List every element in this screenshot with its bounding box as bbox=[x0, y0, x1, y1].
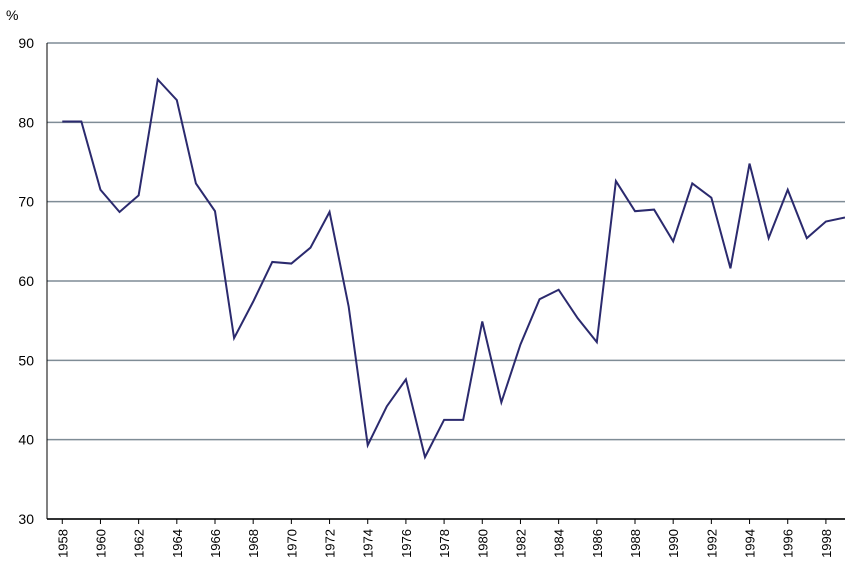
x-tick-label: 1982 bbox=[513, 529, 528, 558]
x-tick-label: 1976 bbox=[399, 529, 414, 558]
x-tick-label: 1998 bbox=[819, 529, 834, 558]
x-tick-label: 1980 bbox=[475, 529, 490, 558]
y-axis-label: % bbox=[6, 7, 18, 23]
x-tick-label: 1988 bbox=[628, 529, 643, 558]
x-tick-label: 1970 bbox=[284, 529, 299, 558]
y-tick-label: 60 bbox=[18, 273, 34, 289]
x-tick-label: 1978 bbox=[437, 529, 452, 558]
x-tick-label: 1972 bbox=[323, 529, 338, 558]
x-tick-label: 1964 bbox=[170, 529, 185, 558]
y-tick-label: 30 bbox=[18, 511, 34, 527]
y-tick-label: 90 bbox=[18, 35, 34, 51]
data-line bbox=[62, 77, 845, 460]
x-tick-label: 1958 bbox=[55, 529, 70, 558]
x-tick-label: 1968 bbox=[246, 529, 261, 558]
y-tick-label: 80 bbox=[18, 114, 34, 130]
x-tick-label: 1974 bbox=[361, 529, 376, 558]
y-tick-label: 50 bbox=[18, 352, 34, 368]
y-tick-label: 40 bbox=[18, 432, 34, 448]
x-tick-label: 1960 bbox=[93, 529, 108, 558]
x-tick-label: 1996 bbox=[781, 529, 796, 558]
x-tick-label: 1966 bbox=[208, 529, 223, 558]
x-tick-label: 1990 bbox=[666, 529, 681, 558]
y-tick-label: 70 bbox=[18, 194, 34, 210]
x-tick-label: 1962 bbox=[132, 529, 147, 558]
x-tick-label: 1992 bbox=[704, 529, 719, 558]
x-tick-label: 1984 bbox=[552, 529, 567, 558]
x-tick-label: 1986 bbox=[590, 529, 605, 558]
x-tick-label: 1994 bbox=[743, 529, 758, 558]
